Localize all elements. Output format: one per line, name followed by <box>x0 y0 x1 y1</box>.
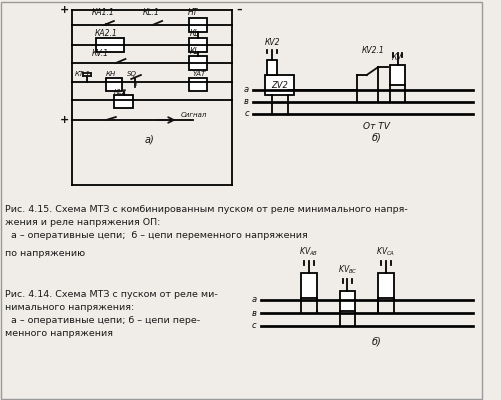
Text: КА2.1: КА2.1 <box>94 29 117 38</box>
Text: менного напряжения: менного напряжения <box>5 329 113 338</box>
Text: в: в <box>243 98 248 106</box>
Text: КН: КН <box>106 71 116 77</box>
Bar <box>189 38 206 52</box>
Text: с: с <box>244 110 248 118</box>
Text: +: + <box>60 5 69 15</box>
Bar <box>339 291 354 311</box>
Bar <box>389 65 404 85</box>
Text: КL2: КL2 <box>114 89 127 95</box>
Text: КV: КV <box>391 53 402 62</box>
Text: YАТ: YАТ <box>192 71 206 77</box>
Text: SQ: SQ <box>127 71 137 77</box>
Text: КV2.1: КV2.1 <box>361 46 384 55</box>
Text: о: о <box>133 82 136 88</box>
Text: а – оперативные цепи; б – цепи пере-: а – оперативные цепи; б – цепи пере- <box>5 316 199 325</box>
Text: б): б) <box>371 336 380 346</box>
Text: НТ: НТ <box>188 8 198 17</box>
Text: б): б) <box>371 133 380 143</box>
Text: а: а <box>243 86 248 94</box>
Text: $\mathit{KV_{BC}}$: $\mathit{KV_{BC}}$ <box>337 264 357 276</box>
Bar <box>267 60 277 75</box>
Text: КV2: КV2 <box>264 38 280 47</box>
Text: КА1.1: КА1.1 <box>92 8 114 17</box>
Bar <box>189 18 206 32</box>
Text: с: с <box>252 322 256 330</box>
Text: +: + <box>60 115 69 125</box>
Text: –: – <box>236 5 241 15</box>
Text: КТ.1: КТ.1 <box>75 71 91 77</box>
Text: в: в <box>252 308 256 318</box>
Text: Рис. 4.15. Схема МТЗ с комбинированным пуском от реле минимального напря-: Рис. 4.15. Схема МТЗ с комбинированным п… <box>5 205 407 214</box>
Text: КL.1: КL.1 <box>142 8 159 17</box>
Text: КL: КL <box>190 29 199 38</box>
Text: по напряжению: по напряжению <box>5 249 85 258</box>
Bar <box>378 273 393 298</box>
Bar <box>189 56 206 70</box>
Bar <box>189 78 206 91</box>
Bar <box>106 78 121 91</box>
Text: а: а <box>251 296 256 304</box>
Bar <box>114 95 133 108</box>
Bar <box>301 273 316 298</box>
Bar <box>265 75 294 95</box>
Text: Рис. 4.14. Схема МТЗ с пуском от реле ми-: Рис. 4.14. Схема МТЗ с пуском от реле ми… <box>5 290 217 299</box>
Text: КV.1: КV.1 <box>92 49 108 58</box>
Text: КL: КL <box>190 47 199 56</box>
Text: а): а) <box>144 135 154 145</box>
Text: жения и реле напряжения ОП:: жения и реле напряжения ОП: <box>5 218 160 227</box>
Text: От ТV: От ТV <box>362 122 389 131</box>
Text: нимального напряжения:: нимального напряжения: <box>5 303 134 312</box>
Text: $\mathit{KV_{AB}}$: $\mathit{KV_{AB}}$ <box>299 246 318 258</box>
Text: $\mathit{KV_{CA}}$: $\mathit{KV_{CA}}$ <box>376 246 395 258</box>
Text: а – оперативные цепи;  б – цепи переменного напряжения: а – оперативные цепи; б – цепи переменно… <box>5 231 307 240</box>
Bar <box>96 38 123 52</box>
Text: Сигнал: Сигнал <box>180 112 206 118</box>
Text: ZV2: ZV2 <box>271 80 288 90</box>
